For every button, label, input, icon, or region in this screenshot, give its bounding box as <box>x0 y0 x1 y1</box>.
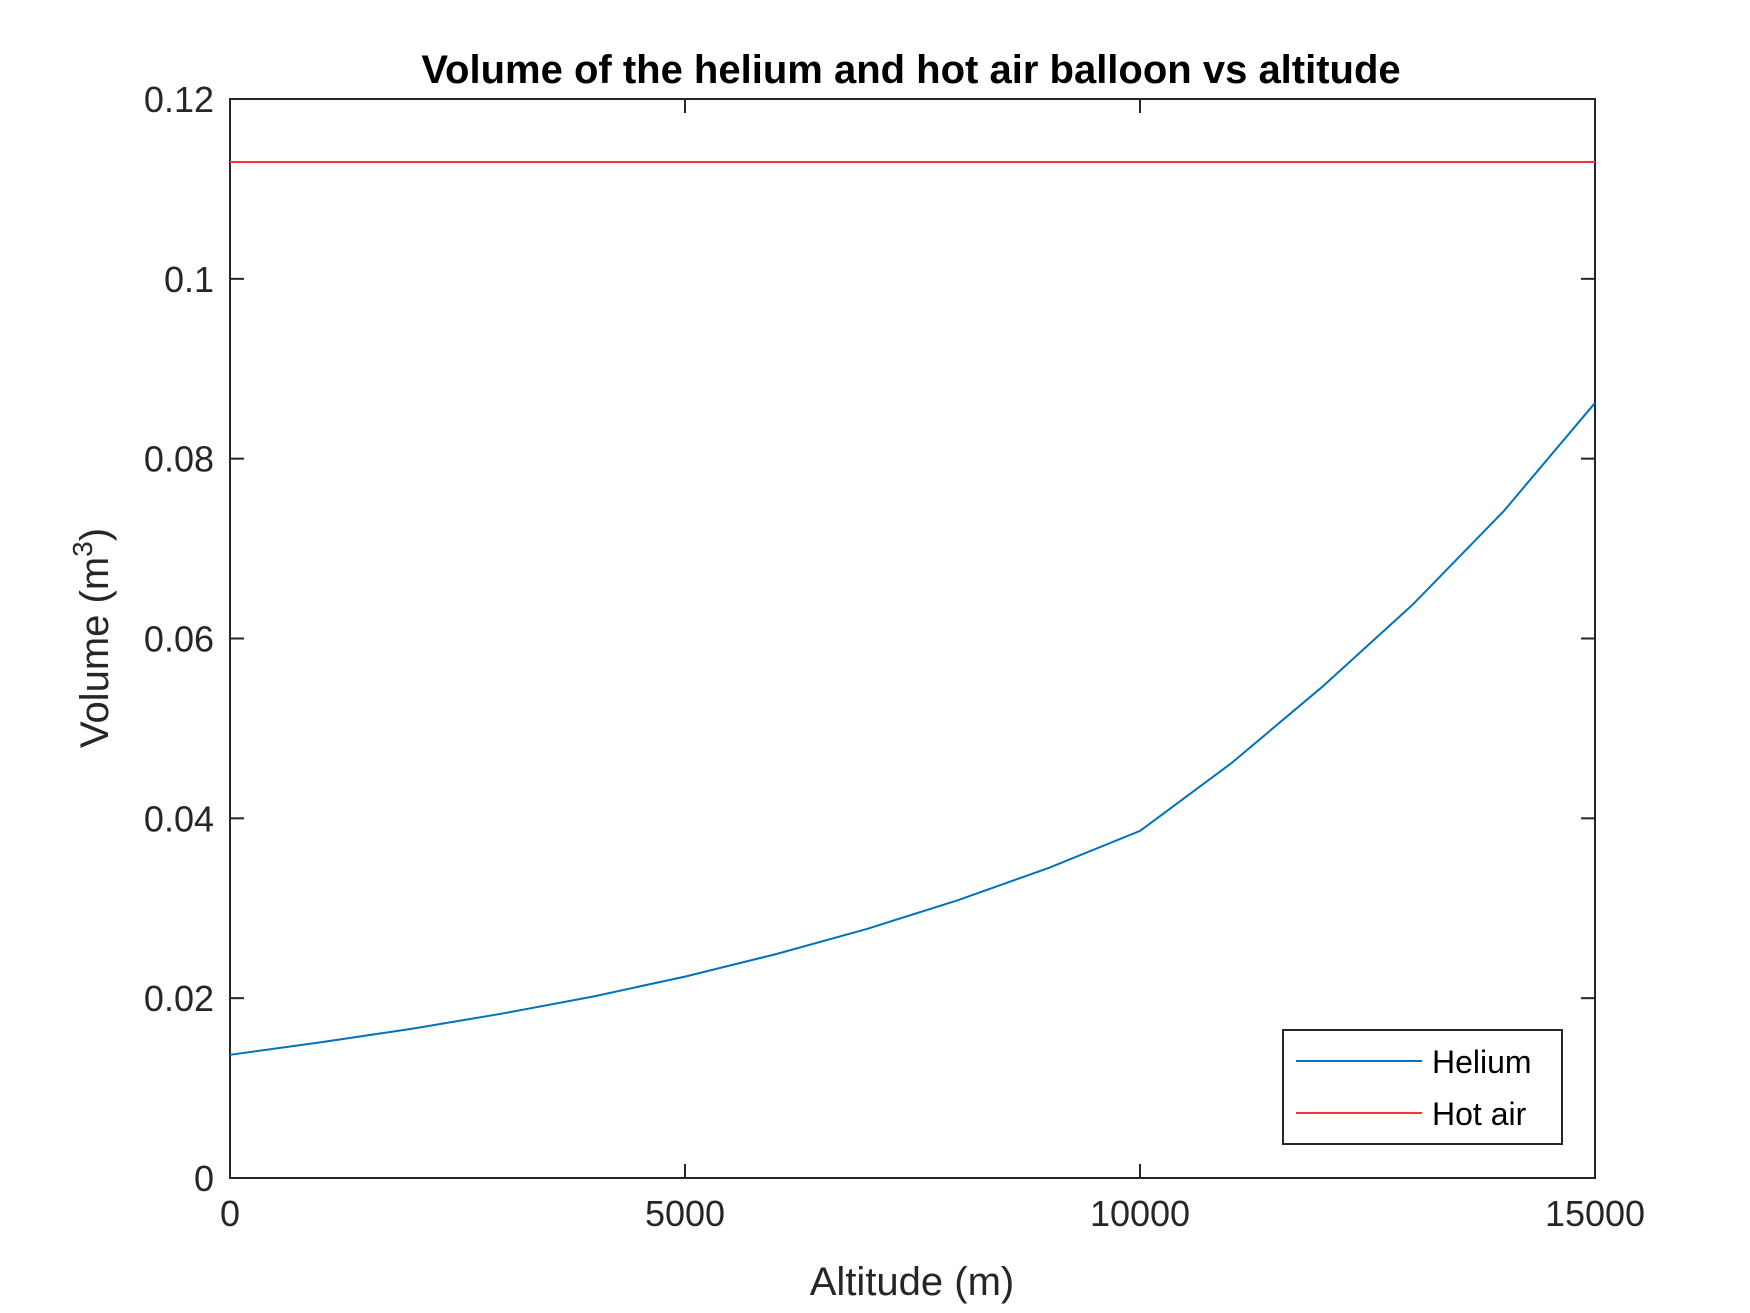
legend-label-helium: Helium <box>1432 1044 1532 1080</box>
legend-box <box>1282 1029 1563 1145</box>
x-tick-labels: 0 5000 10000 15000 <box>220 1193 1645 1234</box>
y-tick-label: 0.06 <box>144 619 214 660</box>
legend-label-hot-air: Hot air <box>1432 1096 1527 1132</box>
y-axis-label: Volume (m3) <box>67 528 117 748</box>
y-tick-label: 0.04 <box>144 798 214 839</box>
y-tick-label: 0.08 <box>144 439 214 480</box>
y-tick-labels: 0 0.02 0.04 0.06 0.08 0.1 0.12 <box>144 79 214 1199</box>
y-tick-label: 0.1 <box>164 259 214 300</box>
legend: Helium Hot air <box>1282 1029 1563 1145</box>
y-tick-label: 0.12 <box>144 79 214 120</box>
y-tick-label: 0.02 <box>144 978 214 1019</box>
x-tick-label: 5000 <box>645 1193 725 1234</box>
plot-area-frame <box>229 98 1596 1179</box>
chart-title: Volume of the helium and hot air balloon… <box>421 48 1400 92</box>
y-axis-label-suffix: ) <box>73 528 117 541</box>
x-tick-label: 15000 <box>1545 1193 1645 1234</box>
x-tick-label: 10000 <box>1090 1193 1190 1234</box>
series-lines <box>229 160 1596 1056</box>
series-line-helium <box>229 402 1596 1056</box>
y-axis-label-text: Volume (m <box>73 557 117 748</box>
axis-ticks <box>229 98 1596 1179</box>
y-axis-label-superscript: 3 <box>67 541 98 557</box>
x-tick-label: 0 <box>220 1193 240 1234</box>
y-tick-label: 0 <box>194 1158 214 1199</box>
x-axis-label: Altitude (m) <box>810 1260 1015 1304</box>
